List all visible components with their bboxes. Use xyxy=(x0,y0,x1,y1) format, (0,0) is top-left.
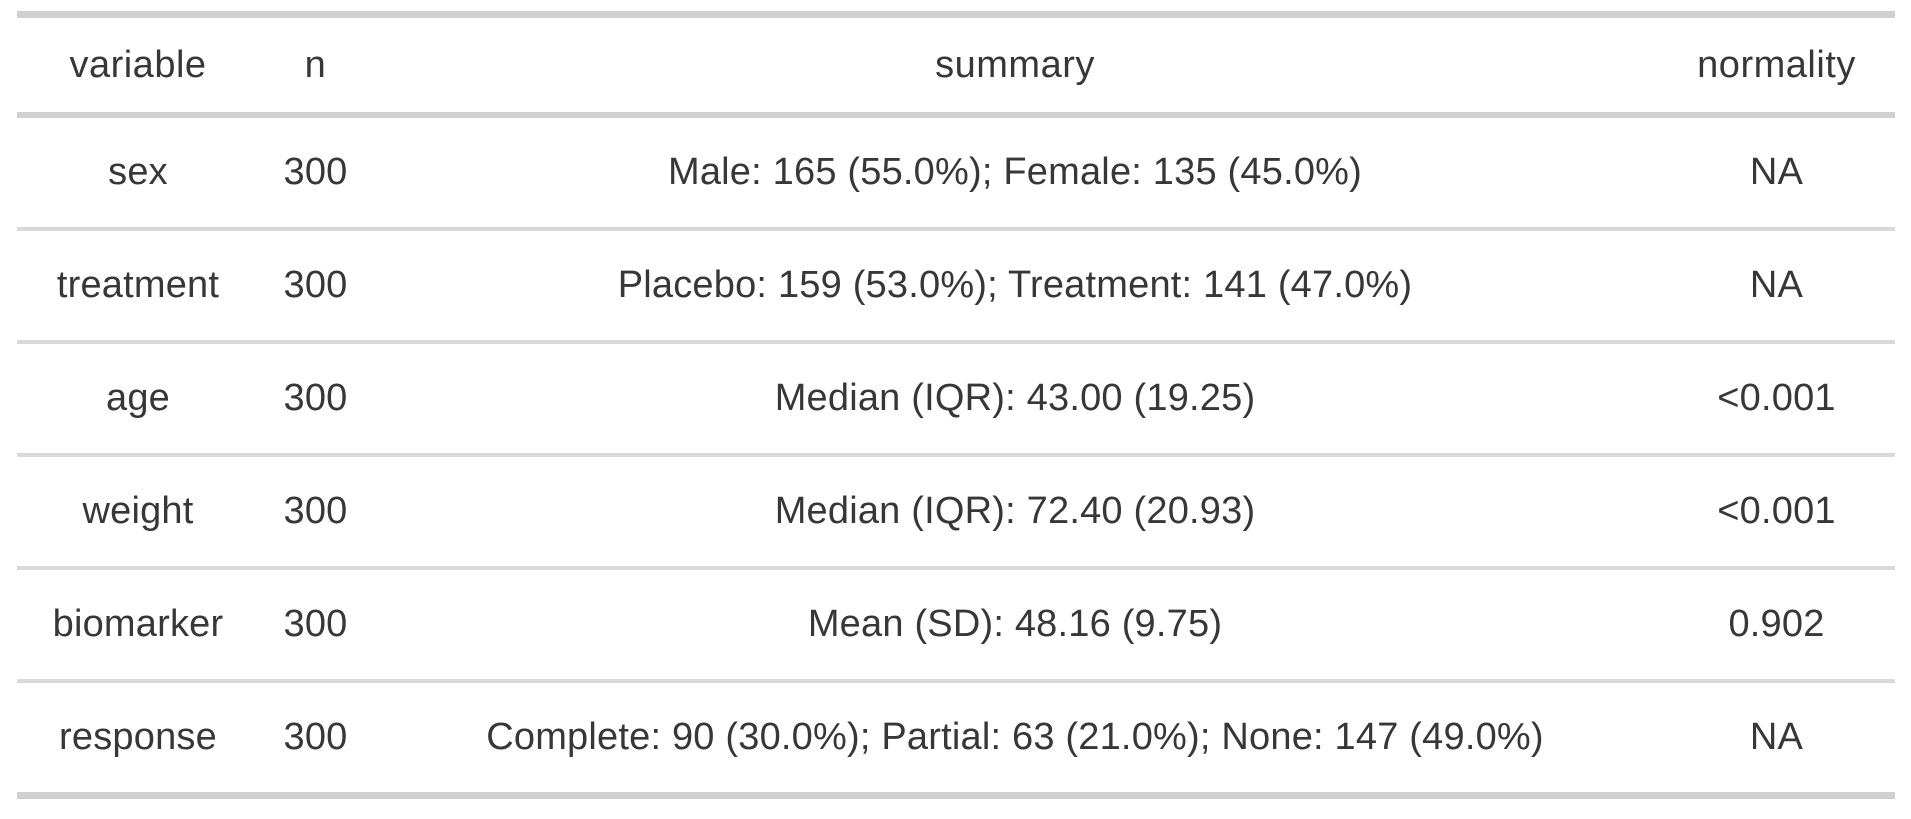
table-row: age 300 Median (IQR): 43.00 (19.25) <0.001 xyxy=(17,340,1895,455)
cell-normality: NA xyxy=(1749,151,1804,193)
cell-variable: response xyxy=(17,679,259,796)
cell-variable: age xyxy=(17,340,259,455)
cell-normality: <0.001 xyxy=(1658,340,1895,455)
cell-variable: weight xyxy=(17,453,259,568)
cell-summary: Median (IQR): 72.40 (20.93) xyxy=(372,453,1658,568)
cell-summary: Median (IQR): 43.00 (19.25) xyxy=(372,340,1658,455)
column-header-normality: normality xyxy=(1658,14,1895,118)
table-row: sex 300 Male: 165 (55.0%); Female: 135 (45… xyxy=(17,115,1895,229)
table-row: biomarker 300 Mean (SD): 48.16 (9.75) 0.902 xyxy=(17,566,1895,681)
column-header-summary: summary xyxy=(372,14,1658,118)
cell-normality: NA xyxy=(1658,679,1895,796)
cell-normality: 0.902 xyxy=(1658,566,1895,681)
cell-variable: sex xyxy=(108,151,168,193)
column-header-variable: variable xyxy=(17,14,259,118)
table-header: variable n summary normality xyxy=(17,14,1895,118)
cell-normality: <0.001 xyxy=(1658,453,1895,568)
table-row: weight 300 Median (IQR): 72.40 (20.93) <0.0… xyxy=(17,453,1895,568)
cell-summary: Mean (SD): 48.16 (9.75) xyxy=(372,566,1658,681)
cell-n: 300 xyxy=(259,679,372,796)
variable-summary-table: variable n summary normality sex 300 Male:… xyxy=(17,11,1895,799)
cell-n: 300 xyxy=(259,566,372,681)
table-row: treatment 300 Placebo: 159 (53.0%); Treatm… xyxy=(17,227,1895,342)
cell-summary: Male: 165 (55.0%); Female: 135 (45.0%) xyxy=(667,151,1363,193)
table-row: response 300 Complete: 90 (30.0%); Partial… xyxy=(17,679,1895,796)
column-header-n: n xyxy=(259,14,372,118)
cell-summary: Placebo: 159 (53.0%); Treatment: 141 (47… xyxy=(372,227,1658,342)
cell-variable: biomarker xyxy=(17,566,259,681)
cell-n: 300 xyxy=(259,227,372,342)
cell-normality: NA xyxy=(1658,227,1895,342)
header-row: variable n summary normality xyxy=(17,14,1895,118)
cell-n: 300 xyxy=(259,340,372,455)
table-body: sex 300 Male: 165 (55.0%); Female: 135 (45… xyxy=(17,115,1895,796)
cell-variable: treatment xyxy=(17,227,259,342)
cell-summary: Complete: 90 (30.0%); Partial: 63 (21.0%… xyxy=(372,679,1658,796)
cell-n: 300 xyxy=(259,453,372,568)
cell-n: 300 xyxy=(283,151,348,193)
